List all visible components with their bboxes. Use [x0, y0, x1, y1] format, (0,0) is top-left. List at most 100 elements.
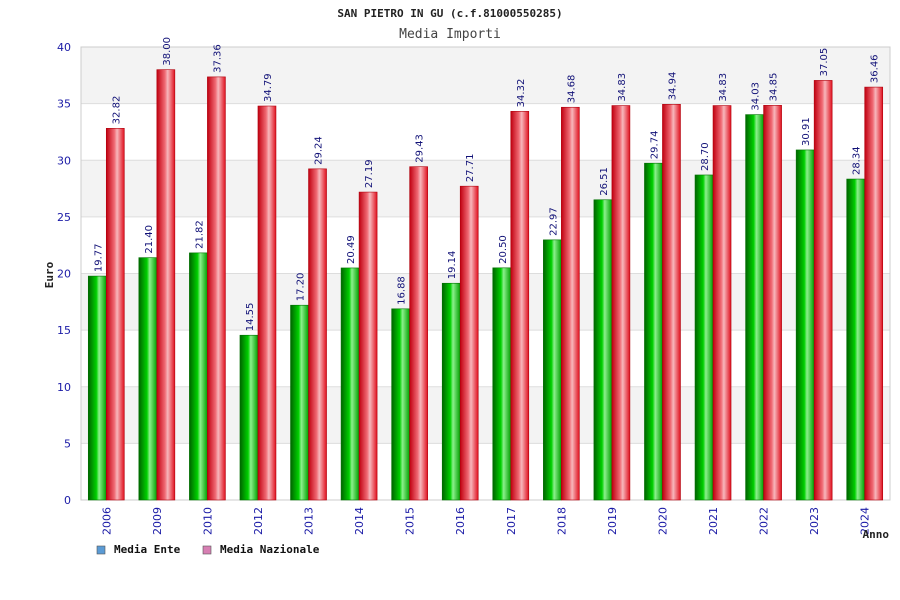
bar-media-ente-2006 [87, 275, 107, 501]
legend-label-media-ente: Media Ente [114, 543, 181, 556]
x-tick-label: 2006 [100, 507, 113, 535]
bar-media-nazionale-2013 [308, 168, 327, 501]
bar-media-nazionale-2024 [864, 86, 884, 501]
x-tick-label: 2015 [404, 507, 417, 535]
y-axis-label: Euro [43, 261, 56, 288]
data-label: 34.79 [263, 73, 274, 102]
x-tick-label: 2019 [606, 507, 619, 535]
data-label: 30.91 [801, 117, 812, 146]
bar-media-ente-2010 [189, 252, 208, 501]
data-label: 27.19 [364, 159, 375, 188]
bar-media-nazionale-2006 [105, 128, 125, 501]
data-label: 34.32 [516, 79, 527, 108]
x-tick-label: 2018 [555, 507, 568, 535]
legend-swatch-media-nazionale [202, 545, 212, 555]
bar-media-ente-2016 [441, 282, 461, 501]
data-label: 14.55 [245, 303, 256, 332]
data-label: 17.20 [296, 273, 307, 302]
data-label: 34.68 [566, 75, 577, 104]
bars [87, 69, 884, 501]
data-label: 29.74 [649, 131, 660, 160]
data-label: 38.00 [162, 37, 173, 66]
bar-media-nazionale-2009 [156, 69, 176, 501]
data-label: 19.77 [93, 243, 104, 272]
data-label: 29.43 [415, 134, 426, 163]
y-tick-label: 20 [57, 268, 71, 281]
data-label: 29.24 [314, 136, 325, 165]
data-label: 27.71 [465, 154, 476, 183]
value-labels: 19.77 32.82 21.40 38.00 21.82 37.36 14.55 34.79… [93, 37, 880, 331]
bar-media-nazionale-2021 [712, 105, 732, 501]
data-label: 32.82 [111, 96, 122, 125]
x-tick-label: 2021 [707, 507, 720, 535]
bar-media-ente-2017 [492, 267, 512, 501]
x-axis-label: Anno [863, 528, 890, 541]
data-label: 26.51 [599, 167, 610, 196]
data-label: 34.85 [769, 73, 780, 102]
data-label: 16.88 [397, 276, 408, 305]
plot-frame [80, 46, 891, 501]
bar-media-nazionale-2017 [510, 111, 530, 501]
x-tick-label: 2022 [758, 507, 771, 535]
y-tick-label: 0 [64, 494, 71, 507]
x-tick-label: 2023 [808, 507, 821, 535]
bar-media-ente-2009 [138, 257, 158, 501]
bar-media-nazionale-2020 [662, 104, 681, 501]
bar-media-ente-2013 [290, 304, 309, 501]
bar-media-ente-2024 [846, 178, 866, 501]
bar-media-nazionale-2023 [813, 80, 833, 501]
y-tick-label: 30 [57, 154, 71, 167]
y-tick-label: 40 [57, 41, 71, 54]
data-label: 19.14 [447, 251, 458, 280]
data-label: 20.50 [498, 235, 509, 264]
legend: Media Ente Media Nazionale [96, 543, 320, 556]
y-tick-label: 25 [57, 211, 71, 224]
bar-media-nazionale-2015 [409, 166, 428, 501]
x-tick-label: 2014 [353, 507, 366, 535]
bar-media-nazionale-2010 [207, 76, 226, 501]
bar-media-ente-2018 [543, 239, 562, 501]
y-tick-label: 10 [57, 381, 71, 394]
data-label: 21.82 [194, 220, 205, 249]
bar-media-ente-2012 [239, 334, 259, 501]
bar-media-nazionale-2022 [763, 105, 782, 501]
bar-media-nazionale-2018 [561, 106, 580, 501]
bar-media-ente-2014 [340, 267, 360, 501]
x-tick-label: 2013 [303, 507, 316, 535]
legend-swatch-media-ente [96, 545, 106, 555]
y-axis-ticks: 0 5 10 15 20 25 30 35 40 [57, 41, 71, 507]
bar-media-ente-2021 [694, 174, 714, 501]
data-label: 36.46 [870, 54, 881, 83]
chart-subtitle: Media Importi [399, 27, 501, 42]
bar-media-ente-2020 [644, 162, 663, 501]
y-tick-label: 5 [64, 437, 71, 450]
x-tick-label: 2010 [201, 507, 214, 535]
x-tick-label: 2009 [151, 507, 164, 535]
bar-media-ente-2019 [593, 199, 613, 501]
data-label: 20.49 [346, 235, 357, 264]
x-tick-label: 2016 [454, 507, 467, 535]
bar-media-nazionale-2014 [358, 191, 378, 501]
chart-title: SAN PIETRO IN GU (c.f.81000550285) [337, 7, 562, 20]
bar-media-ente-2022 [745, 114, 764, 501]
data-label: 28.34 [852, 146, 863, 175]
bar-media-nazionale-2019 [611, 105, 631, 501]
data-label: 22.97 [548, 207, 559, 236]
data-label: 34.83 [718, 73, 729, 102]
x-tick-label: 2012 [252, 507, 265, 535]
y-tick-label: 35 [57, 98, 71, 111]
data-label: 34.03 [751, 82, 762, 111]
bar-media-ente-2015 [391, 308, 410, 501]
data-label: 28.70 [700, 142, 711, 171]
x-tick-label: 2017 [505, 507, 518, 535]
data-label: 21.40 [144, 225, 155, 254]
x-tick-label: 2020 [656, 507, 669, 535]
x-tick-label: 2024 [859, 507, 872, 535]
bar-media-nazionale-2016 [459, 185, 479, 501]
data-label: 34.94 [667, 72, 678, 101]
x-axis-ticks: 2006 2009 2010 2012 2013 2014 2015 2016 2017 2018… [100, 507, 871, 535]
y-tick-label: 15 [57, 324, 71, 337]
bar-media-ente-2023 [795, 149, 815, 501]
data-label: 37.05 [819, 48, 830, 77]
